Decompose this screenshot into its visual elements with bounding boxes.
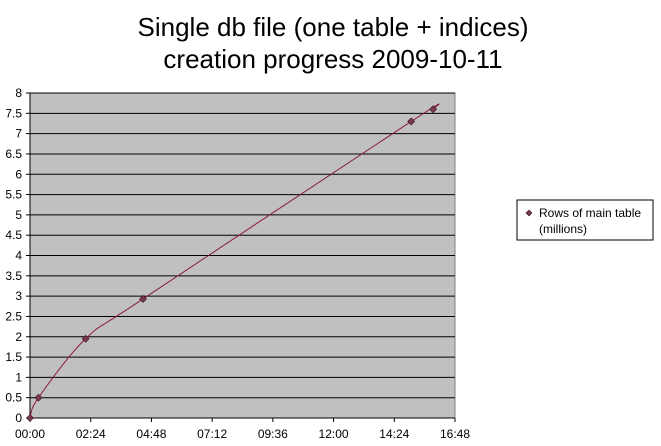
data-point-marker: [26, 414, 34, 422]
y-tick-label: 7.5: [5, 106, 22, 120]
legend-label-line-2: (millions): [539, 222, 587, 236]
data-point-marker: [407, 117, 416, 126]
y-tick-label: 6.5: [5, 147, 22, 161]
y-tick-label: 3.5: [5, 269, 22, 283]
x-tick-label: 12:00: [319, 427, 349, 441]
data-point-marker: [81, 334, 90, 343]
x-tick-label: 14:24: [379, 427, 409, 441]
data-point-marker: [34, 393, 43, 402]
y-tick-label: 5.5: [5, 188, 22, 202]
y-tick-label: 6: [15, 167, 22, 181]
y-tick-label: 1.5: [5, 350, 22, 364]
legend-label-line-1: Rows of main table: [539, 206, 641, 220]
x-tick-label: 04:48: [136, 427, 166, 441]
y-tick-label: 4.5: [5, 228, 22, 242]
y-tick-label: 0.5: [5, 391, 22, 405]
grid-lines: [30, 92, 455, 399]
y-tick-label: 7: [15, 127, 22, 141]
y-tick-label: 2.5: [5, 309, 22, 323]
x-tick-label: 09:36: [258, 427, 288, 441]
x-tick-label: 02:24: [76, 427, 106, 441]
series-markers: [26, 105, 437, 422]
chart-title-line-1: Single db file (one table + indices): [138, 12, 529, 42]
y-tick-label: 0: [15, 411, 22, 425]
data-point-marker: [139, 295, 147, 303]
chart-title-line-2: creation progress 2009-10-11: [163, 44, 502, 74]
y-tick-label: 3: [15, 289, 22, 303]
y-tick-label: 4: [15, 249, 22, 263]
legend: Rows of main table (millions): [516, 199, 654, 241]
legend-box: [516, 199, 654, 241]
y-tick-label: 8: [15, 86, 22, 100]
tick-labels: 0 0.5 1 1.5 2 2.5 3 3.5 4 4.5 5 5.5 6 6.5 7 7.5 8 00:00 02…: [5, 86, 470, 441]
legend-marker: [525, 209, 533, 217]
data-point-marker: [429, 105, 437, 114]
y-tick-label: 5: [15, 208, 22, 222]
y-tick-label: 1: [15, 370, 22, 384]
y-tick-label: 2: [15, 330, 22, 344]
x-tick-label: 07:12: [197, 427, 227, 441]
x-tick-label: 00:00: [15, 427, 45, 441]
x-tick-label: 16:48: [440, 427, 470, 441]
